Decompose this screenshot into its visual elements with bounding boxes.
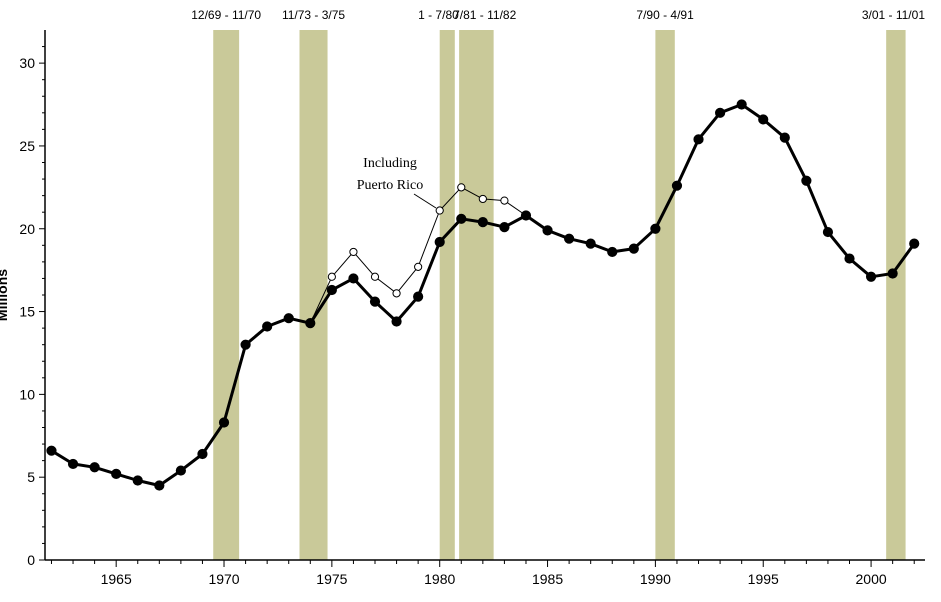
y-tick-label: 30 <box>19 55 35 71</box>
x-tick-label: 1985 <box>532 571 563 587</box>
recession-label: 3/01 - 11/01 <box>862 8 925 22</box>
data-point-open <box>435 206 444 215</box>
data-point <box>240 339 251 350</box>
y-tick-label: 25 <box>19 138 35 154</box>
data-point <box>499 221 510 233</box>
data-point <box>175 465 186 476</box>
data-point <box>736 99 747 110</box>
recession-label: 11/73 - 3/75 <box>282 8 345 22</box>
data-point <box>46 445 57 456</box>
data-point-open <box>457 183 466 192</box>
data-point <box>887 268 898 279</box>
annotation-line-2: Puerto Rico <box>357 178 424 193</box>
data-point <box>909 238 920 249</box>
data-point-open <box>349 247 358 257</box>
data-point-open <box>478 194 487 204</box>
data-point <box>779 132 790 143</box>
data-point <box>607 246 618 258</box>
recession-band <box>655 30 675 560</box>
recession-label: 7/81 - 11/82 <box>453 8 516 22</box>
data-point <box>218 417 230 428</box>
data-point <box>132 475 143 486</box>
x-tick-label: 2000 <box>856 571 887 587</box>
y-tick-label: 0 <box>27 552 35 568</box>
recession-band <box>213 30 240 560</box>
data-point-open <box>327 272 336 281</box>
data-point <box>305 318 316 329</box>
data-point-open <box>500 196 509 205</box>
x-tick-label: 1990 <box>640 571 671 587</box>
y-ticks: 0 5 10 15 20 25 30 <box>19 46 45 568</box>
data-point <box>197 448 208 460</box>
y-tick-label: 5 <box>27 469 35 485</box>
data-point <box>283 313 294 324</box>
data-point <box>714 107 726 118</box>
data-point <box>865 271 877 282</box>
recession-label: 1 - 7/80 <box>418 8 459 22</box>
series-line-puerto-rico <box>309 186 527 324</box>
data-point <box>671 180 683 191</box>
annotation-line-1: Including <box>363 156 417 171</box>
data-point <box>154 480 165 491</box>
x-tick-label: 1965 <box>101 571 132 587</box>
data-point <box>369 296 381 307</box>
data-point <box>520 210 532 221</box>
data-point <box>542 225 553 236</box>
data-point <box>650 223 661 234</box>
data-point <box>456 213 467 224</box>
data-point <box>564 233 575 244</box>
recession-bands: 12/69 - 11/70 11/73 - 3/75 1 - 7/807/81 - … <box>191 8 925 560</box>
recession-band <box>439 30 455 560</box>
data-point <box>822 226 834 238</box>
y-tick-label: 10 <box>19 386 35 402</box>
annotation-leader-line <box>413 193 437 209</box>
x-ticks: 1965 1970 1975 1980 1985 1990 1995 2000 <box>50 560 915 587</box>
data-point <box>348 273 359 284</box>
data-point <box>477 217 488 228</box>
data-point <box>67 458 79 470</box>
data-point <box>801 175 812 186</box>
data-point <box>585 238 596 249</box>
data-point <box>844 253 855 264</box>
recession-label: 12/69 - 11/70 <box>191 8 261 22</box>
data-point <box>111 468 122 479</box>
data-point <box>89 462 100 473</box>
x-tick-label: 1980 <box>424 571 455 587</box>
recession-band <box>459 30 494 560</box>
data-point <box>326 284 337 296</box>
data-point <box>413 291 424 302</box>
data-point <box>391 316 402 327</box>
y-tick-label: 15 <box>19 304 35 320</box>
data-point <box>693 134 704 145</box>
y-axis-label: Millions <box>0 269 10 321</box>
recession-band <box>886 30 906 560</box>
recession-label: 7/90 - 4/91 <box>636 8 694 22</box>
data-point <box>262 321 273 332</box>
y-tick-label: 20 <box>19 221 35 237</box>
data-point <box>758 114 769 125</box>
x-tick-label: 1975 <box>316 571 347 587</box>
data-point-open <box>370 272 380 281</box>
annotations: Including Puerto Rico <box>357 156 437 209</box>
series <box>46 99 920 491</box>
x-tick-label: 1970 <box>208 571 239 587</box>
recession-band <box>299 30 328 560</box>
data-point-open <box>414 262 423 271</box>
data-point <box>434 236 445 248</box>
data-point <box>628 243 639 254</box>
data-point-open <box>392 289 401 298</box>
x-tick-label: 1995 <box>748 571 779 587</box>
